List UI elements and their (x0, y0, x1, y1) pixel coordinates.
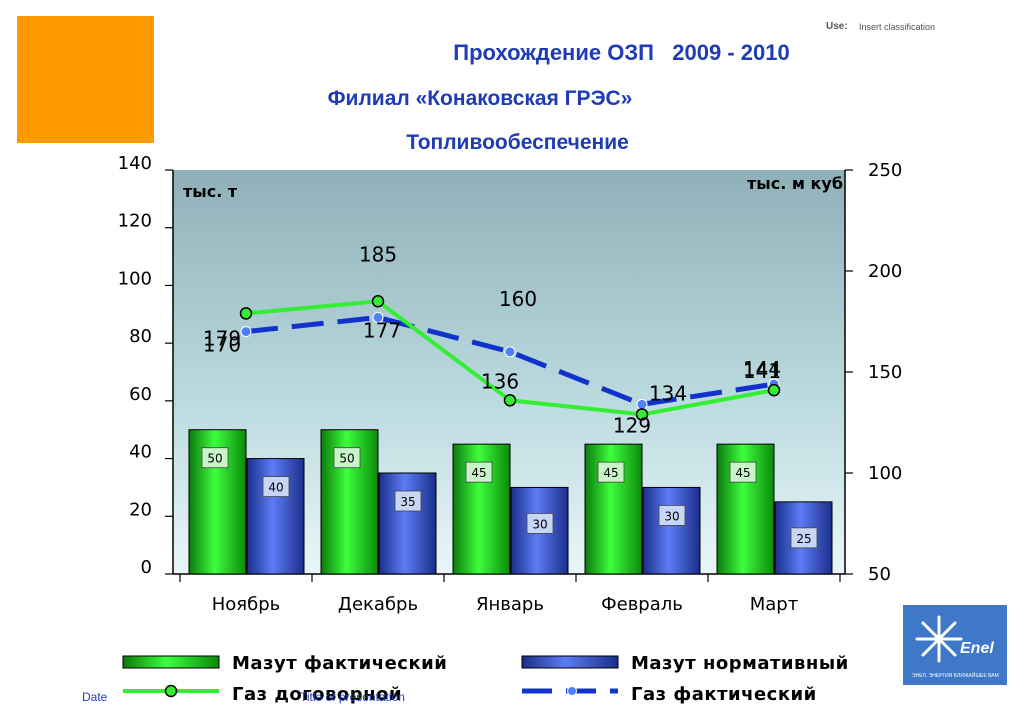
slide-subtitle-topic: Топливообеспечение (406, 131, 629, 154)
marker-gas-fact (372, 311, 384, 323)
line-value-label: 177 (363, 318, 401, 342)
bar-value-label: 50 (339, 452, 354, 466)
right-tick-label: 200 (868, 261, 902, 282)
bar-value-box (790, 527, 818, 549)
marker-gas-fact (504, 346, 516, 358)
right-tick-label: 100 (868, 463, 902, 484)
bar-value-label: 45 (471, 466, 486, 480)
line-value-label: 179 (203, 326, 241, 350)
marker-gas-contract (503, 394, 517, 407)
marker-gas-contract (635, 408, 649, 421)
enel-logo (903, 605, 1007, 685)
x-tick-label: Декабрь (338, 594, 418, 615)
legend-swatch-mazut-norm (521, 655, 619, 669)
bar-value-label: 30 (532, 517, 547, 531)
bar-value-label: 45 (735, 466, 750, 480)
left-tick-label: 20 (129, 499, 152, 520)
line-value-label: 144 (743, 357, 781, 381)
line-value-label: 185 (359, 242, 397, 266)
left-axis-unit: тыс. т (183, 182, 238, 201)
bar-value-box (333, 447, 361, 469)
enel-logo-text: Enel (960, 640, 994, 657)
bar-value-label: 30 (664, 509, 679, 523)
line-value-label: 134 (649, 381, 687, 405)
bar-value-box (465, 461, 493, 483)
x-tick-label: Март (750, 594, 798, 615)
bar-value-label: 45 (603, 466, 618, 480)
slide-subtitle-branch: Филиал «Конаковская ГРЭС» (327, 87, 633, 110)
orange-accent-block (17, 16, 154, 143)
bar-value-box (262, 476, 290, 497)
left-tick-label: 140 (118, 153, 152, 174)
left-tick-label: 0 (141, 557, 152, 578)
legend-label-mazut-fact: Мазут фактический (232, 653, 447, 674)
legend-marker-gas-fact (567, 686, 577, 696)
line-value-label: 136 (481, 369, 519, 393)
left-tick-label: 100 (118, 268, 152, 289)
bar-value-label: 40 (268, 481, 283, 495)
enel-flower-icon (915, 615, 963, 663)
legend-swatch-mazut-fact (122, 655, 220, 669)
footer-date: Date (82, 690, 108, 704)
bar-mazut-norm (246, 458, 305, 575)
use-label: Use: (826, 21, 848, 32)
left-tick-label: 60 (129, 384, 152, 405)
marker-gas-contract (239, 307, 253, 320)
bar-value-box (526, 513, 554, 534)
right-tick-label: 150 (868, 362, 902, 383)
marker-gas-fact (636, 398, 648, 410)
marker-gas-contract (371, 295, 385, 308)
line-value-label: 129 (613, 413, 651, 437)
left-tick-label: 80 (129, 326, 152, 347)
bar-value-box (729, 461, 757, 483)
right-axis-unit: тыс. м куб (747, 174, 843, 193)
legend-label-gas-fact: Газ фактический (631, 684, 817, 705)
x-tick-label: Январь (476, 594, 544, 615)
legend-label-mazut-norm: Мазут нормативный (631, 653, 849, 674)
x-tick-label: Февраль (601, 594, 683, 615)
x-tick-label: Ноябрь (212, 594, 281, 615)
line-value-label: 170 (203, 333, 241, 357)
bar-value-box (658, 505, 686, 526)
bar-mazut-norm (642, 486, 701, 575)
bar-value-box (597, 461, 625, 483)
bar-value-box (201, 447, 229, 469)
bar-value-box (394, 490, 422, 512)
bar-value-label: 50 (207, 452, 222, 466)
legend-label-gas-contract: Газ договорной (232, 684, 402, 705)
line-value-label: 141 (743, 359, 781, 383)
bar-mazut-norm (378, 472, 437, 575)
left-tick-label: 40 (129, 442, 152, 463)
legend-marker-gas-contract (164, 684, 178, 698)
classification-value: Insert classification (859, 22, 936, 32)
bar-value-label: 25 (796, 532, 811, 546)
slide-title: Прохождение ОЗП 2009 - 2010 (453, 40, 790, 65)
right-tick-label: 50 (868, 564, 891, 585)
line-value-label: 160 (499, 287, 537, 311)
right-tick-label: 250 (868, 160, 902, 181)
footer-presentation-title: Title of presentation (300, 690, 405, 704)
bar-value-label: 35 (400, 495, 415, 509)
marker-gas-contract (767, 383, 781, 397)
marker-gas-fact (240, 326, 252, 338)
left-tick-label: 120 (118, 211, 152, 232)
enel-tagline: ЭНЕЛ. ЭНЕРГИЯ БЛИЖАЙШЕЕ ВАМ (912, 673, 999, 679)
